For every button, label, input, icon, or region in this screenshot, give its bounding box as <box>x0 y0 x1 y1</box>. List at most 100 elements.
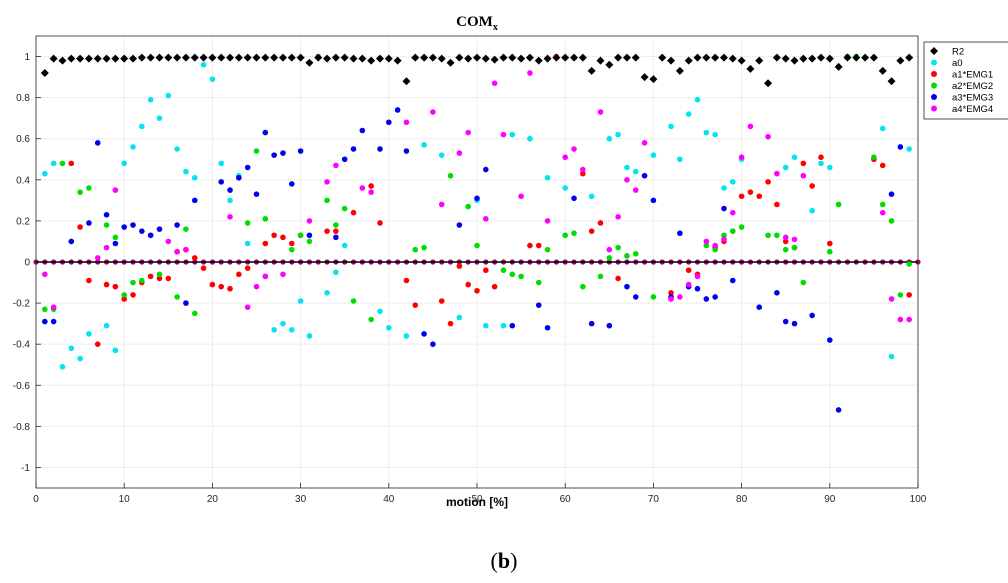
data-point <box>412 302 419 308</box>
series-a4-emg4 <box>42 53 912 323</box>
data-point <box>774 290 780 296</box>
data-point <box>888 296 895 302</box>
data-point <box>791 320 798 327</box>
data-point <box>112 234 119 241</box>
data-point <box>677 230 683 237</box>
data-point <box>333 162 339 169</box>
x-tick-label: 60 <box>560 494 572 505</box>
data-point <box>456 150 463 156</box>
data-point <box>649 75 658 84</box>
data-point <box>721 185 727 191</box>
data-point <box>464 54 473 63</box>
data-point <box>42 271 48 278</box>
data-point <box>68 238 75 245</box>
data-point <box>799 54 808 63</box>
data-point <box>465 281 471 288</box>
data-point <box>562 154 568 161</box>
data-point <box>871 154 877 161</box>
data-point <box>509 131 516 138</box>
data-point <box>368 316 374 323</box>
data-point <box>280 150 286 156</box>
data-point <box>156 275 163 282</box>
data-point <box>368 183 374 189</box>
data-point <box>483 267 489 274</box>
data-point <box>437 54 446 63</box>
y-tick-label: 0.8 <box>16 93 30 104</box>
data-point <box>296 53 305 62</box>
data-point <box>377 220 383 226</box>
data-point <box>491 283 498 290</box>
data-point <box>818 154 824 161</box>
data-point <box>253 283 260 290</box>
data-point <box>791 236 798 243</box>
data-point <box>130 144 136 150</box>
data-point <box>580 170 586 177</box>
data-point <box>800 279 807 286</box>
data-point <box>50 318 57 325</box>
data-point <box>624 283 630 290</box>
data-point <box>535 302 542 308</box>
data-point <box>253 191 260 197</box>
data-point <box>527 135 533 142</box>
x-tick-label: 40 <box>383 494 395 505</box>
data-point <box>103 322 110 329</box>
y-tick-label: 0.4 <box>16 175 30 186</box>
data-point <box>288 240 295 247</box>
data-point <box>483 322 489 329</box>
data-point <box>271 232 277 239</box>
data-point <box>809 312 815 319</box>
data-point <box>280 320 286 327</box>
x-tick-label: 20 <box>207 494 219 505</box>
data-point <box>534 56 543 65</box>
data-point <box>139 277 145 284</box>
data-point <box>685 111 692 117</box>
data-point <box>906 292 912 298</box>
data-point <box>93 54 102 63</box>
data-point <box>86 331 92 337</box>
data-point <box>729 277 736 284</box>
data-point <box>112 187 119 193</box>
series-a3-emg3 <box>42 107 904 413</box>
data-point <box>218 179 225 185</box>
data-point <box>403 277 410 284</box>
y-tick-label: 0.2 <box>16 216 30 227</box>
data-point <box>103 281 110 288</box>
data-point <box>262 273 269 280</box>
data-point <box>509 271 516 278</box>
data-point <box>421 331 427 337</box>
data-point <box>703 238 710 245</box>
data-point <box>474 287 480 294</box>
data-point <box>615 214 621 220</box>
data-point <box>712 294 718 300</box>
data-point <box>879 125 886 132</box>
data-point <box>703 242 710 249</box>
data-point <box>490 55 499 64</box>
data-point <box>500 267 507 274</box>
data-point <box>244 265 251 271</box>
data-point <box>190 53 199 62</box>
data-point <box>447 320 454 327</box>
data-point <box>331 53 340 62</box>
data-point <box>622 53 631 62</box>
data-point <box>394 107 401 113</box>
data-point <box>42 306 48 313</box>
data-point <box>420 53 429 62</box>
data-point <box>800 172 807 179</box>
data-point <box>456 222 463 228</box>
data-point <box>790 56 799 65</box>
data-point <box>906 261 912 267</box>
data-point <box>800 160 807 167</box>
data-point <box>517 54 526 63</box>
data-point <box>165 275 172 282</box>
data-point <box>869 53 878 62</box>
data-point <box>764 79 773 88</box>
data-point <box>658 53 667 62</box>
data-point <box>341 156 348 163</box>
x-tick-label: 100 <box>910 494 927 505</box>
data-point <box>244 220 251 226</box>
y-tick-label: -0.4 <box>13 340 31 351</box>
data-point <box>474 195 480 202</box>
data-point <box>191 255 198 261</box>
legend-label: a0 <box>952 58 963 69</box>
